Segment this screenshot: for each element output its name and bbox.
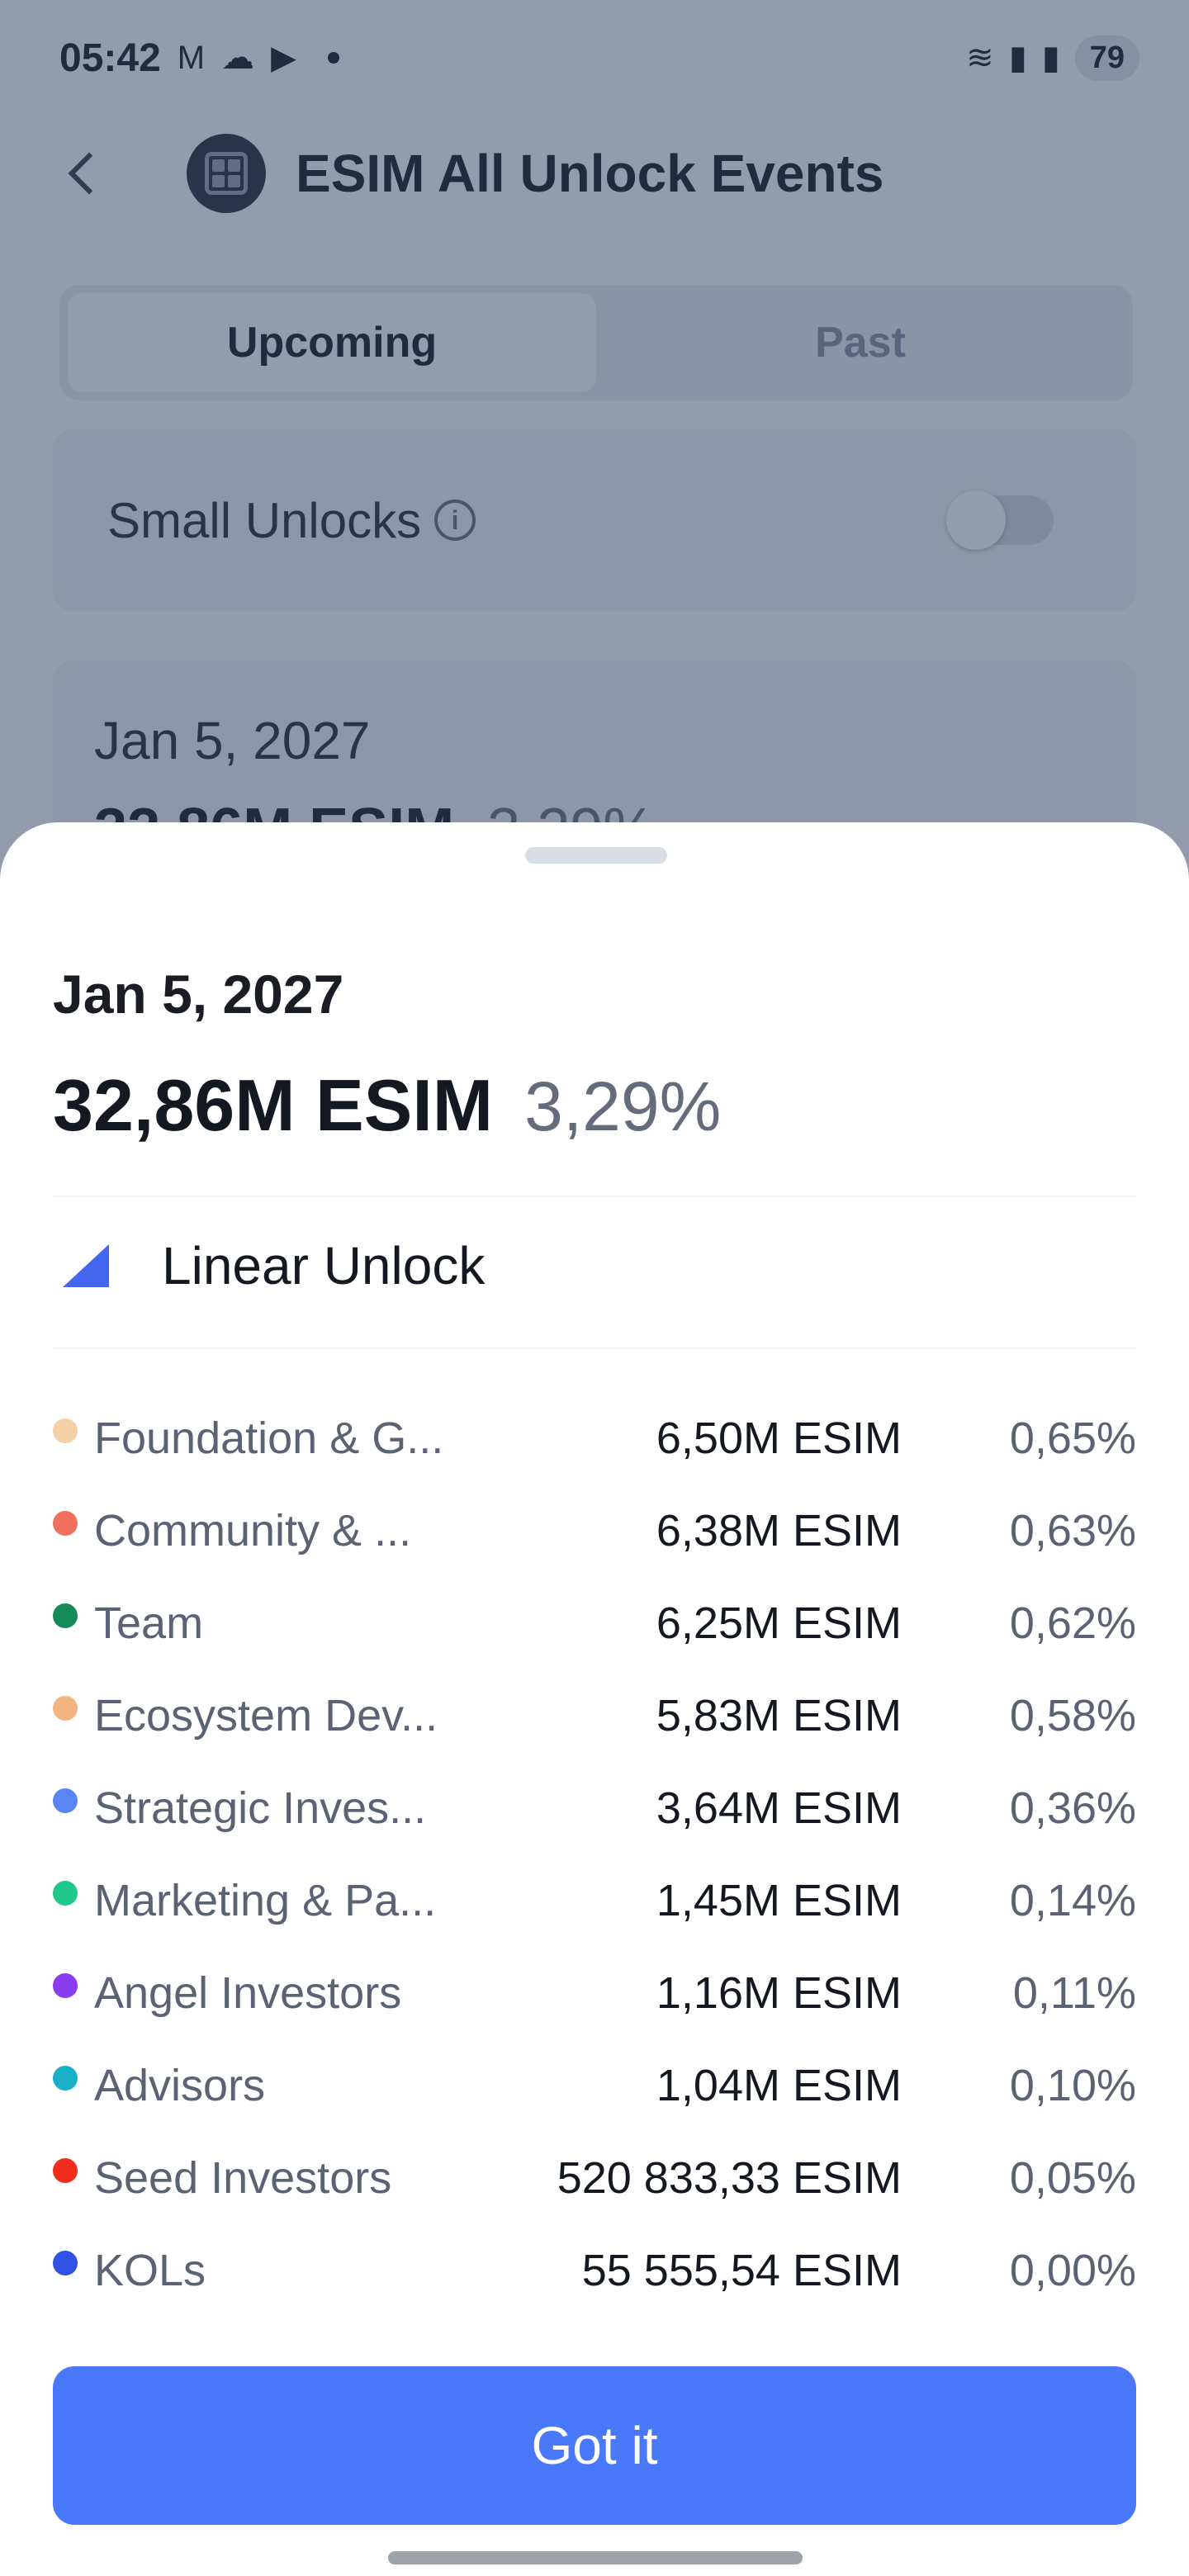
allocation-pct: 0,14%	[1009, 1876, 1136, 1925]
allocation-row: KOLs 55 555,54 ESIM 0,00%	[53, 2224, 1136, 2317]
allocation-name: Strategic Inves...	[94, 1783, 427, 1833]
sheet-amount-row: 32,86M ESIM 3,29%	[53, 1063, 721, 1148]
allocation-color-dot-icon	[53, 1881, 78, 1906]
allocation-row: Advisors 1,04M ESIM 0,10%	[53, 2039, 1136, 2132]
unlock-type-label: Linear Unlock	[162, 1236, 486, 1295]
allocation-pct: 0,63%	[1009, 1506, 1136, 1556]
allocation-pct: 0,05%	[1009, 2153, 1136, 2203]
sheet-amount: 32,86M ESIM	[53, 1064, 494, 1146]
allocation-row: Team 6,25M ESIM 0,62%	[53, 1577, 1136, 1669]
allocation-pct: 0,10%	[1009, 2061, 1136, 2110]
navigation-gesture-bar[interactable]	[388, 2551, 803, 2564]
allocation-color-dot-icon	[53, 1696, 78, 1721]
allocation-amount: 1,04M ESIM	[656, 2061, 902, 2110]
allocation-name: Ecosystem Dev...	[94, 1691, 438, 1740]
allocation-pct: 0,58%	[1009, 1691, 1136, 1740]
allocation-name: Community & ...	[94, 1506, 412, 1556]
allocation-color-dot-icon	[53, 1603, 78, 1628]
allocation-amount: 6,25M ESIM	[656, 1598, 902, 1648]
divider	[53, 1196, 1136, 1197]
allocation-name: Marketing & Pa...	[94, 1876, 437, 1925]
unlock-type-row: Linear Unlock	[63, 1235, 485, 1296]
allocation-amount: 520 833,33 ESIM	[557, 2153, 902, 2203]
allocation-amount: 1,16M ESIM	[656, 1968, 902, 2018]
allocation-color-dot-icon	[53, 1788, 78, 1813]
allocation-color-dot-icon	[53, 2066, 78, 2091]
allocation-pct: 0,65%	[1009, 1413, 1136, 1463]
allocation-pct: 0,11%	[1012, 1968, 1136, 2018]
allocation-name: Seed Investors	[94, 2153, 392, 2203]
allocation-color-dot-icon	[53, 2158, 78, 2183]
allocation-row: Marketing & Pa... 1,45M ESIM 0,14%	[53, 1854, 1136, 1947]
allocation-amount: 5,83M ESIM	[656, 1691, 902, 1740]
allocation-amount: 6,38M ESIM	[656, 1506, 902, 1556]
allocation-row: Angel Investors 1,16M ESIM 0,11%	[53, 1947, 1136, 2039]
allocation-color-dot-icon	[53, 1973, 78, 1998]
allocation-amount: 6,50M ESIM	[656, 1413, 902, 1463]
allocation-amount: 55 555,54 ESIM	[581, 2246, 902, 2295]
divider	[53, 1347, 1136, 1349]
allocation-pct: 0,00%	[1009, 2246, 1136, 2295]
allocation-amount: 1,45M ESIM	[656, 1876, 902, 1925]
sheet-date: Jan 5, 2027	[53, 964, 344, 1025]
allocation-amount: 3,64M ESIM	[656, 1783, 902, 1833]
got-it-button[interactable]: Got it	[53, 2366, 1136, 2525]
allocation-pct: 0,62%	[1009, 1598, 1136, 1648]
allocation-name: Advisors	[94, 2061, 266, 2110]
allocation-pct: 0,36%	[1009, 1783, 1136, 1833]
drag-handle[interactable]	[525, 847, 667, 864]
allocation-color-dot-icon	[53, 1418, 78, 1443]
allocation-row: Community & ... 6,38M ESIM 0,63%	[53, 1485, 1136, 1577]
allocation-row: Ecosystem Dev... 5,83M ESIM 0,58%	[53, 1669, 1136, 1762]
allocation-name: Team	[94, 1598, 204, 1648]
allocation-color-dot-icon	[53, 1511, 78, 1536]
linear-unlock-icon	[63, 1244, 109, 1287]
allocation-row: Seed Investors 520 833,33 ESIM 0,05%	[53, 2132, 1136, 2224]
allocation-color-dot-icon	[53, 2251, 78, 2275]
allocation-row: Strategic Inves... 3,64M ESIM 0,36%	[53, 1762, 1136, 1854]
allocation-name: Angel Investors	[94, 1968, 402, 2018]
unlock-details-sheet: Jan 5, 2027 32,86M ESIM 3,29% Linear Unl…	[0, 822, 1189, 2576]
allocation-list: Foundation & G... 6,50M ESIM 0,65% Communit…	[53, 1392, 1136, 2317]
allocation-row: Foundation & G... 6,50M ESIM 0,65%	[53, 1392, 1136, 1485]
sheet-pct: 3,29%	[524, 1068, 722, 1145]
allocation-name: Foundation & G...	[94, 1413, 444, 1463]
allocation-name: KOLs	[94, 2246, 206, 2295]
